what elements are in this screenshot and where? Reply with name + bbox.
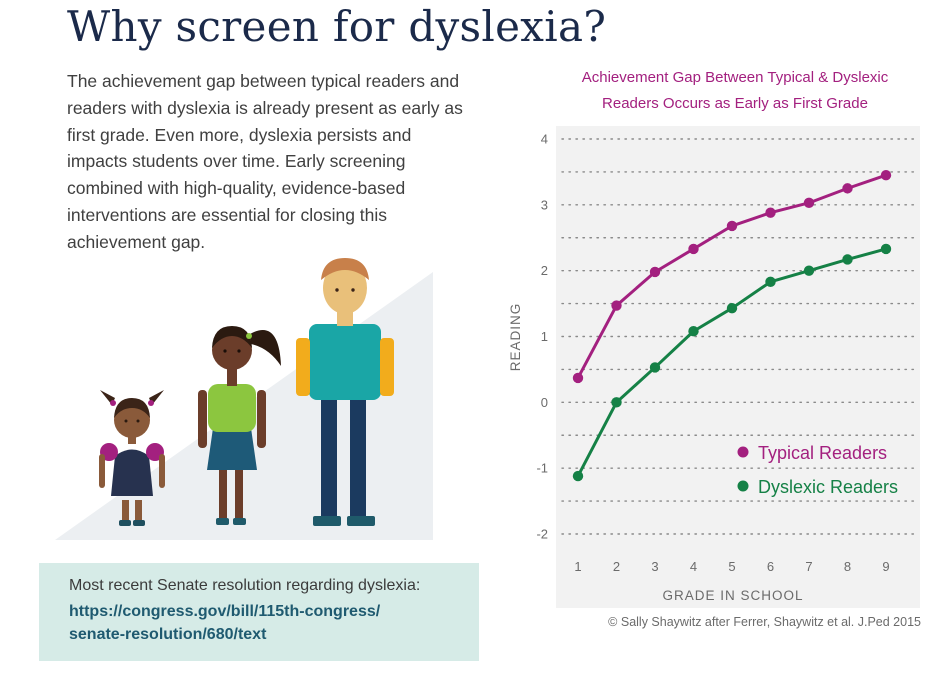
y-axis-ticks: 4 3 2 1 0 -1 -2 <box>536 132 548 542</box>
chart-credit: © Sally Shaywitz after Ferrer, Shaywitz … <box>608 615 921 629</box>
series-lines <box>572 170 892 482</box>
resource-intro-text: Most recent Senate resolution regarding … <box>69 577 421 594</box>
data-point <box>649 266 661 278</box>
legend-label-dyslexic: Dyslexic Readers <box>758 477 898 497</box>
x-tick-label: 7 <box>805 559 812 574</box>
achievement-gap-chart: Achievement Gap Between Typical & Dyslex… <box>508 69 921 629</box>
data-point <box>842 254 853 265</box>
data-point <box>726 302 738 314</box>
x-tick-label: 1 <box>574 559 581 574</box>
data-point <box>611 300 622 311</box>
y-tick-label: 2 <box>541 263 548 278</box>
data-point <box>765 276 776 288</box>
y-tick-label: 1 <box>541 329 548 344</box>
data-point <box>572 470 584 482</box>
legend-marker-typical <box>737 446 749 458</box>
x-tick-label: 3 <box>651 559 658 574</box>
legend: Typical Readers Dyslexic Readers <box>737 443 898 497</box>
data-point <box>688 243 699 255</box>
data-point <box>803 197 815 209</box>
x-tick-label: 2 <box>613 559 620 574</box>
children-illustration <box>55 258 433 540</box>
link-line-1: https://congress.gov/bill/115th-congress… <box>69 603 381 620</box>
data-point <box>765 207 776 218</box>
link-line-2: senate-resolution/680/text <box>69 626 267 643</box>
data-point <box>649 362 661 373</box>
senate-resolution-link[interactable]: https://congress.gov/bill/115th-congress… <box>69 600 479 646</box>
small-girl-figure <box>99 390 165 526</box>
chart-title-line-1: Achievement Gap Between Typical & Dyslex… <box>582 69 889 86</box>
data-point <box>803 265 815 276</box>
data-point <box>688 326 699 337</box>
y-tick-label: 4 <box>541 132 548 147</box>
data-point <box>726 220 738 232</box>
x-axis-title: GRADE IN SCHOOL <box>662 588 803 603</box>
y-tick-label: -2 <box>536 527 548 542</box>
data-point <box>842 183 853 194</box>
data-point <box>880 243 892 255</box>
senate-resolution-box: Most recent Senate resolution regarding … <box>39 563 479 661</box>
chart-title-line-2: Readers Occurs as Early as First Grade <box>602 95 868 112</box>
y-tick-label: -1 <box>536 461 548 476</box>
data-point <box>611 397 622 408</box>
x-tick-label: 8 <box>844 559 851 574</box>
page-title: Why screen for dyslexia? <box>67 2 607 51</box>
data-point <box>880 170 892 181</box>
legend-label-typical: Typical Readers <box>758 443 887 463</box>
legend-marker-dyslexic <box>737 480 749 492</box>
plot-area <box>556 126 920 608</box>
y-axis-title: READING <box>508 303 523 372</box>
x-tick-label: 5 <box>728 559 735 574</box>
x-axis-ticks: 1 2 3 4 5 6 7 8 9 <box>574 559 889 574</box>
tall-boy-figure <box>296 258 394 526</box>
y-tick-label: 0 <box>541 395 548 410</box>
y-tick-label: 3 <box>541 197 548 212</box>
x-tick-label: 9 <box>882 559 889 574</box>
x-tick-label: 4 <box>690 559 697 574</box>
data-point <box>572 372 584 384</box>
x-tick-label: 6 <box>767 559 774 574</box>
middle-girl-figure <box>198 326 281 525</box>
intro-paragraph: The achievement gap between typical read… <box>67 71 463 252</box>
